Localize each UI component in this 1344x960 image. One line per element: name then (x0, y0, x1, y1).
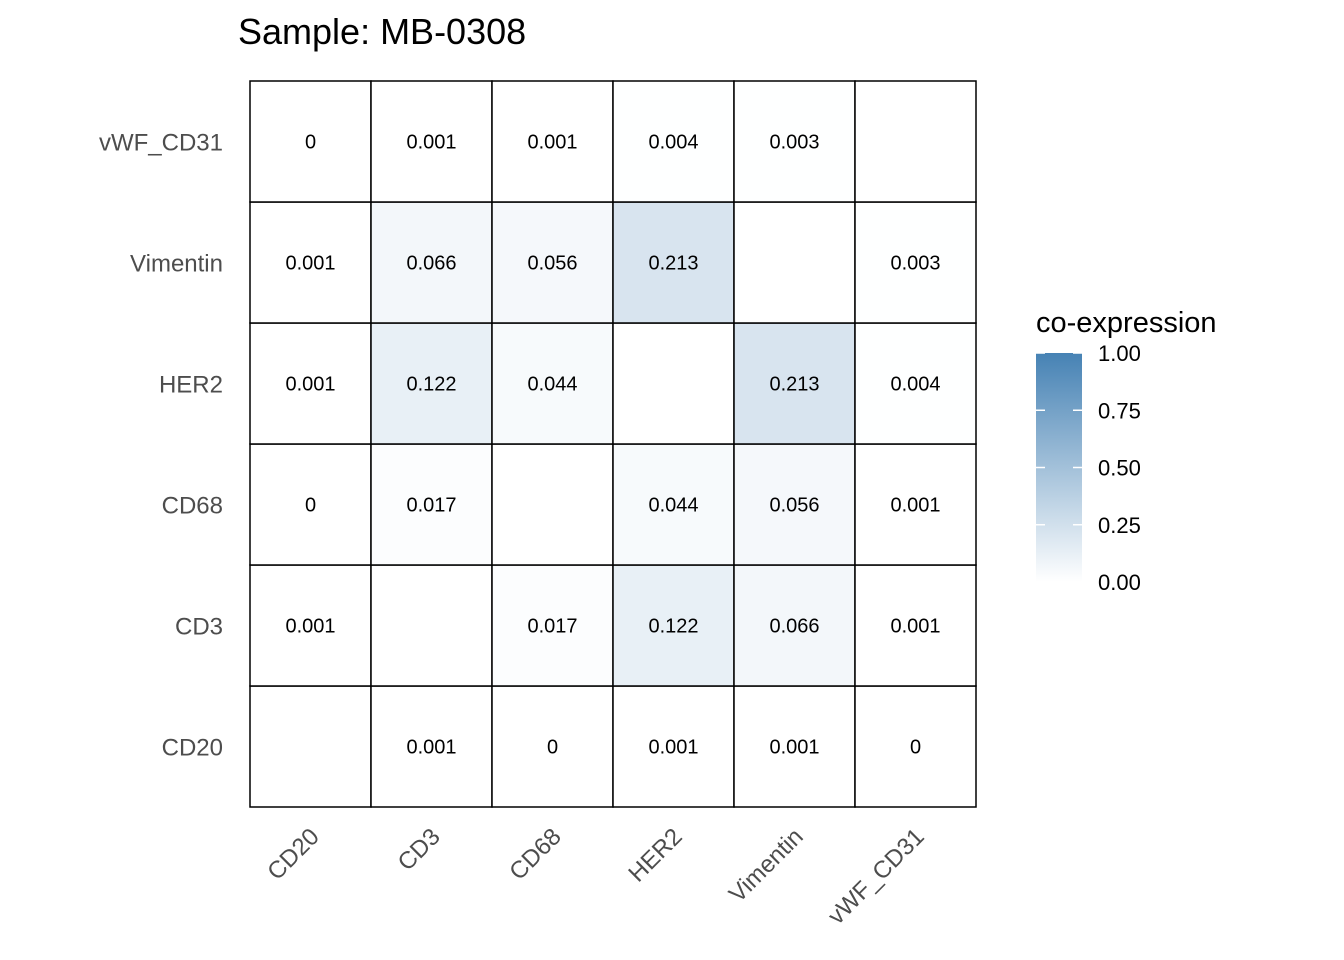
legend-tick-label: 1.00 (1098, 341, 1141, 366)
cell-label: 0.001 (406, 132, 456, 154)
y-axis-ticks: CD20 CD3 CD68 HER2 Vimentin vWF_CD31 (99, 130, 223, 762)
y-tick-label: HER2 (159, 372, 223, 399)
heatmap-cell (371, 565, 492, 686)
cell-label: 0 (547, 737, 558, 759)
cell-label: 0.213 (769, 374, 819, 396)
y-tick-label: Vimentin (130, 251, 223, 278)
legend-tick-label: 0.25 (1098, 513, 1141, 538)
cell-label: 0.017 (527, 616, 577, 638)
cell-label: 0.122 (648, 616, 698, 638)
legend-tick-label: 0.50 (1098, 456, 1141, 481)
x-tick-label: CD3 (393, 823, 446, 876)
heatmap-cell (492, 444, 613, 565)
x-tick-label: CD68 (504, 823, 566, 885)
x-tick-label: vWF_CD31 (823, 823, 930, 930)
y-tick-label: CD3 (175, 614, 223, 641)
cell-label: 0.001 (406, 737, 456, 759)
chart-title: Sample: MB-0308 (238, 11, 526, 52)
cell-label: 0.044 (527, 374, 577, 396)
cell-label: 0.017 (406, 495, 456, 517)
cell-label: 0.056 (769, 495, 819, 517)
heatmap-cell (855, 81, 976, 202)
y-tick-label: vWF_CD31 (99, 130, 223, 157)
cell-label: 0 (305, 495, 316, 517)
x-axis-ticks: CD20 CD3 CD68 HER2 Vimentin vWF_CD31 (262, 823, 929, 930)
x-tick-label: CD20 (262, 823, 324, 885)
cell-label: 0.001 (285, 253, 335, 275)
cell-label: 0.001 (648, 737, 698, 759)
heatmap-chart: Sample: MB-0308 0.001 0 0.001 0.001 00.001 0.… (0, 0, 1344, 960)
cell-label: 0.213 (648, 253, 698, 275)
cell-label: 0.004 (890, 374, 940, 396)
cell-label: 0.001 (890, 616, 940, 638)
cell-label: 0.004 (648, 132, 698, 154)
heatmap-cell (613, 323, 734, 444)
cell-label: 0.001 (285, 616, 335, 638)
cell-label: 0.001 (527, 132, 577, 154)
cell-label: 0.122 (406, 374, 456, 396)
cell-label: 0.001 (285, 374, 335, 396)
legend-tick-label: 0.00 (1098, 570, 1141, 595)
x-tick-label: HER2 (623, 823, 687, 887)
cell-label: 0.056 (527, 253, 577, 275)
cell-label: 0.066 (406, 253, 456, 275)
legend-tick-label: 0.75 (1098, 398, 1141, 423)
cell-label: 0.001 (769, 737, 819, 759)
x-tick-label: Vimentin (724, 823, 809, 908)
cell-label: 0 (910, 737, 921, 759)
legend-title: co-expression (1036, 307, 1217, 339)
y-tick-label: CD68 (162, 493, 223, 520)
heatmap-cell (250, 686, 371, 807)
cell-label: 0.003 (769, 132, 819, 154)
cell-label: 0.003 (890, 253, 940, 275)
y-tick-label: CD20 (162, 735, 223, 762)
cell-label: 0.066 (769, 616, 819, 638)
cell-label: 0 (305, 132, 316, 154)
heatmap-cells: 0.001 0 0.001 0.001 0 0.001 0.017 0.122 0.066 0.0… (250, 81, 976, 807)
cell-label: 0.001 (890, 495, 940, 517)
heatmap-cell (734, 202, 855, 323)
cell-label: 0.044 (648, 495, 698, 517)
legend: co-expression 0.00 0.25 0.50 0.75 1.00 (1036, 307, 1217, 595)
